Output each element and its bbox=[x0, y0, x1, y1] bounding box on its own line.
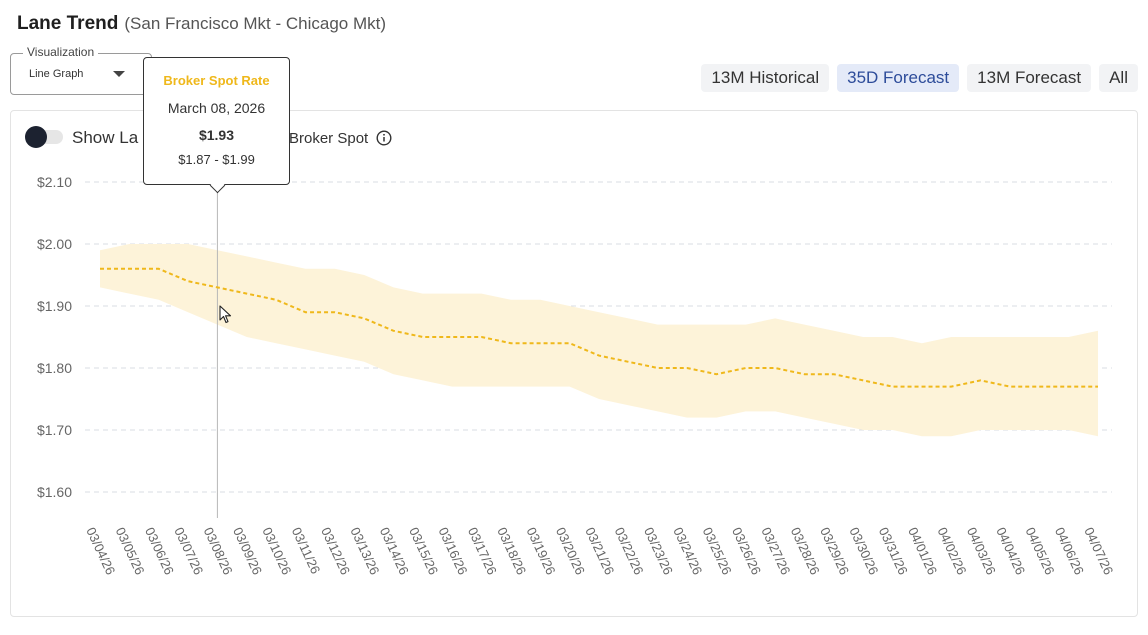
tab-13m-historical[interactable]: 13M Historical bbox=[701, 64, 830, 92]
y-tick-label: $1.60 bbox=[37, 484, 72, 500]
tab-13m-forecast[interactable]: 13M Forecast bbox=[967, 64, 1092, 92]
show-lane-toggle[interactable] bbox=[25, 126, 63, 148]
visualization-select[interactable]: Visualization Line Graph bbox=[10, 45, 152, 95]
mouse-pointer-icon bbox=[219, 305, 232, 324]
chart-tooltip: Broker Spot Rate March 08, 2026 $1.93 $1… bbox=[143, 57, 290, 185]
y-tick-label: $1.80 bbox=[37, 360, 72, 376]
x-tick-label: 03/04/26 bbox=[83, 525, 118, 577]
y-tick-label: $2.00 bbox=[37, 236, 72, 252]
broker-spot-line bbox=[100, 267, 1098, 388]
visualization-value: Line Graph bbox=[29, 68, 84, 80]
tooltip-title: Broker Spot Rate bbox=[163, 73, 270, 88]
title-row: Lane Trend (San Francisco Mkt - Chicago … bbox=[17, 13, 386, 35]
toggle-label: Show La bbox=[72, 128, 139, 147]
tooltip-value: $1.93 bbox=[198, 127, 235, 143]
y-tick-label: $2.10 bbox=[37, 174, 72, 190]
y-tick-label: $1.90 bbox=[37, 298, 72, 314]
visualization-label: Visualization bbox=[23, 45, 99, 59]
tab-35d-forecast[interactable]: 35D Forecast bbox=[837, 64, 960, 92]
range-tabs: 13M Historical 35D Forecast 13M Forecast… bbox=[701, 64, 1138, 92]
tooltip-range: $1.87 - $1.99 bbox=[178, 152, 255, 167]
tooltip-date: March 08, 2026 bbox=[167, 100, 266, 116]
page-title: Lane Trend bbox=[17, 13, 119, 34]
chart-card bbox=[10, 110, 1138, 617]
chevron-down-icon bbox=[113, 71, 125, 77]
confidence-band bbox=[100, 244, 1098, 437]
legend-broker-spot: Broker Spot bbox=[289, 130, 369, 147]
toggle-knob bbox=[25, 126, 47, 148]
y-tick-label: $1.70 bbox=[37, 422, 72, 438]
tab-all[interactable]: All bbox=[1099, 64, 1138, 92]
info-icon[interactable] bbox=[376, 130, 392, 146]
lane-subtitle: (San Francisco Mkt - Chicago Mkt) bbox=[124, 14, 387, 33]
